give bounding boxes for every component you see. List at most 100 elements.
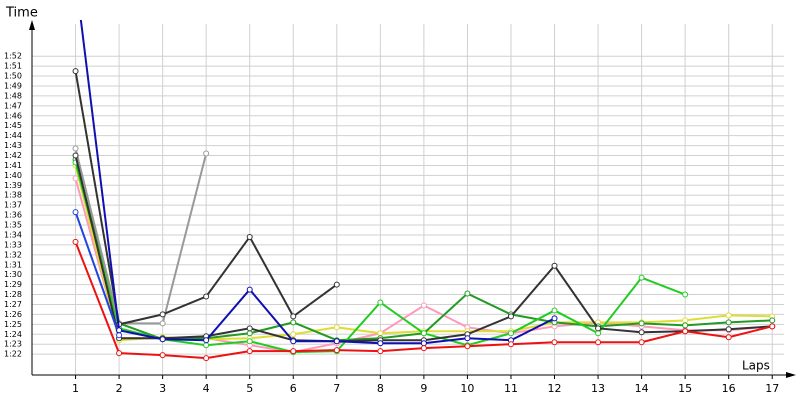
data-point: [638, 339, 645, 346]
data-point: [159, 336, 166, 343]
data-point: [116, 350, 123, 357]
data-point: [638, 320, 645, 327]
data-point: [377, 299, 384, 306]
data-point: [377, 340, 384, 347]
data-point: [72, 145, 79, 152]
y-tick-label: 1:42: [4, 151, 22, 160]
data-point: [246, 330, 253, 337]
series-line: [79, 20, 555, 345]
y-tick-label: 1:35: [4, 221, 22, 230]
data-point: [725, 312, 732, 319]
x-tick-label: 8: [377, 382, 384, 395]
y-tick-label: 1:39: [4, 181, 22, 190]
data-point: [725, 326, 732, 333]
y-tick-label: 1:25: [4, 320, 22, 329]
x-tick-label: 6: [290, 382, 297, 395]
series-line: [74, 211, 121, 336]
data-point: [551, 315, 558, 322]
y-arrow: [29, 20, 35, 30]
data-point: [246, 338, 253, 345]
x-tick-label: 1: [72, 382, 79, 395]
x-tick-label: 13: [591, 382, 605, 395]
y-tick-label: 1:30: [4, 270, 22, 279]
data-point: [333, 338, 340, 345]
data-point: [682, 328, 689, 335]
data-point: [595, 325, 602, 332]
data-point: [507, 313, 514, 320]
data-point: [290, 319, 297, 326]
y-tick-label: 1:28: [4, 290, 22, 299]
data-point: [203, 150, 210, 157]
y-tick-label: 1:41: [4, 161, 22, 170]
data-point: [203, 337, 210, 344]
data-point: [464, 290, 471, 297]
x-tick-label: 17: [765, 382, 779, 395]
data-point: [638, 274, 645, 281]
y-tick-label: 1:23: [4, 340, 22, 349]
data-point: [551, 307, 558, 314]
data-point: [595, 330, 602, 337]
y-tick-label: 1:29: [4, 280, 22, 289]
data-point: [159, 320, 166, 327]
x-arrow: [786, 372, 796, 378]
data-point: [507, 330, 514, 337]
y-tick-label: 1:46: [4, 111, 22, 120]
data-point: [769, 323, 776, 330]
x-tick-label: 15: [678, 382, 692, 395]
y-tick-label: 1:49: [4, 81, 22, 90]
x-tick-label: 10: [460, 382, 474, 395]
y-tick-label: 1:38: [4, 191, 22, 200]
data-point: [682, 291, 689, 298]
data-point: [464, 335, 471, 342]
data-point: [377, 348, 384, 355]
x-axis-label: Laps: [742, 359, 770, 373]
y-tick-label: 1:36: [4, 211, 22, 220]
x-tick-label: 9: [420, 382, 427, 395]
x-tick-label: 2: [116, 382, 123, 395]
x-tick-label: 7: [333, 382, 340, 395]
y-tick-label: 1:27: [4, 300, 22, 309]
x-tick-label: 16: [722, 382, 736, 395]
data-point: [159, 352, 166, 359]
data-point: [420, 302, 427, 309]
axes: [29, 20, 796, 378]
data-point: [290, 348, 297, 355]
y-tick-label: 1:52: [4, 52, 22, 61]
x-tick-label: 3: [159, 382, 166, 395]
y-tick-label: 1:32: [4, 250, 22, 259]
data-point: [246, 286, 253, 293]
data-point: [72, 238, 79, 245]
data-point: [682, 322, 689, 329]
data-point: [203, 342, 210, 349]
y-tick-label: 1:48: [4, 91, 22, 100]
x-tick-label: 11: [504, 382, 518, 395]
series-line: [74, 148, 208, 325]
data-point: [116, 332, 123, 339]
data-point: [551, 339, 558, 346]
data-point: [203, 293, 210, 300]
data-point: [420, 345, 427, 352]
y-tick-label: 1:33: [4, 240, 22, 249]
data-point: [507, 341, 514, 348]
data-point: [290, 331, 297, 338]
data-point: [420, 340, 427, 347]
y-tick-label: 1:45: [4, 121, 22, 130]
data-point: [769, 317, 776, 324]
data-point: [246, 233, 253, 240]
data-point: [116, 327, 123, 334]
data-point: [246, 325, 253, 332]
y-tick-label: 1:51: [4, 62, 22, 71]
y-tick-label: 1:44: [4, 131, 22, 140]
data-point: [638, 329, 645, 336]
y-tick-label: 1:50: [4, 72, 22, 81]
data-point: [72, 209, 79, 216]
data-point: [246, 348, 253, 355]
data-point: [72, 68, 79, 75]
y-tick-label: 1:47: [4, 101, 22, 110]
data-point: [420, 330, 427, 337]
x-tick-label: 12: [548, 382, 562, 395]
y-tick-label: 1:37: [4, 201, 22, 210]
y-tick-label: 1:24: [4, 330, 22, 339]
